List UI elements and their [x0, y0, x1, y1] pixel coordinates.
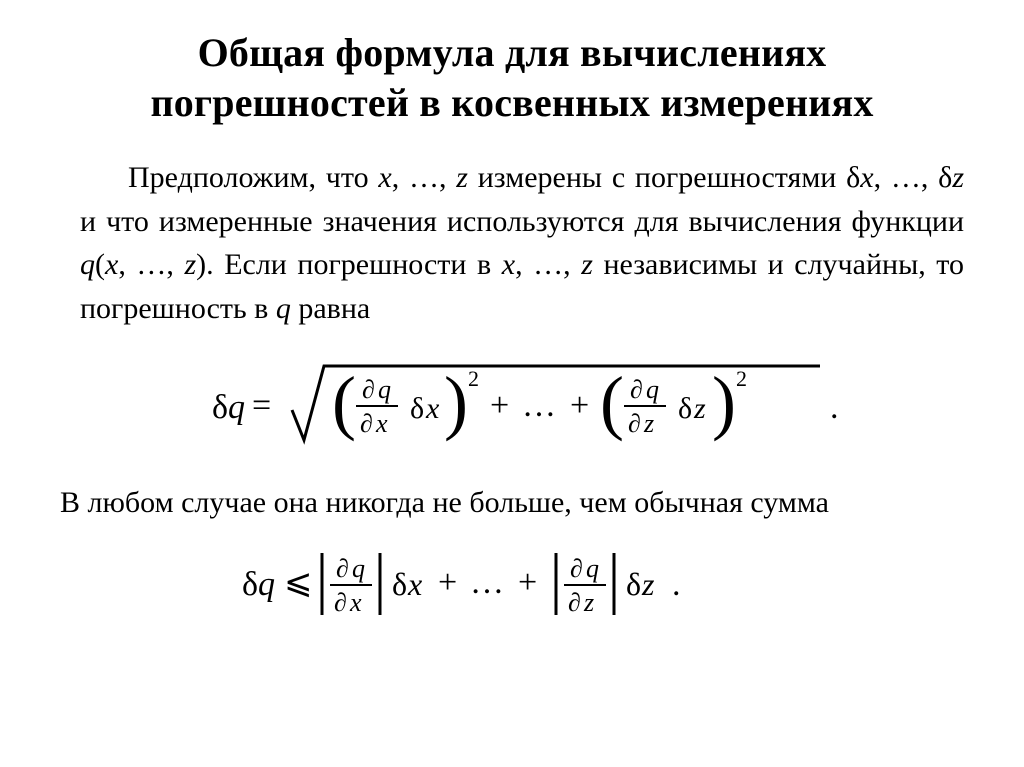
svg-text:x: x	[375, 409, 388, 438]
svg-text:∂: ∂	[568, 588, 581, 617]
title-line-2: погрешностей в косвенных измерениях	[150, 80, 873, 125]
svg-text:z: z	[693, 392, 706, 425]
svg-text:z: z	[641, 566, 655, 602]
page-title: Общая формула для вычислениях погрешност…	[40, 28, 984, 128]
svg-text:+: +	[518, 564, 537, 601]
svg-text:.: .	[830, 389, 839, 426]
title-line-1: Общая формула для вычислениях	[198, 30, 827, 75]
svg-text:q: q	[378, 375, 391, 404]
svg-text:): )	[712, 362, 736, 442]
svg-text:δ: δ	[410, 392, 424, 425]
svg-text:q: q	[586, 554, 599, 583]
svg-text:q: q	[646, 375, 659, 404]
svg-text:∂: ∂	[360, 409, 373, 438]
formula-2-svg: δ q ⩽ ∂ q ∂ x δ x + … + ∂	[172, 539, 852, 629]
svg-text:∂: ∂	[570, 554, 583, 583]
paragraph-1: Предположим, что x, …, z измерены с по­г…	[80, 156, 964, 330]
svg-text:q: q	[228, 389, 245, 426]
svg-text:2: 2	[736, 366, 747, 391]
svg-text:): )	[444, 362, 468, 442]
svg-text:x: x	[349, 588, 362, 617]
formula-1-svg: δ q = ( ∂ q ∂ x δ x ) 2	[152, 348, 872, 458]
svg-text:δ: δ	[242, 566, 258, 603]
paragraph-2: В любом случае она никогда не больше, че…	[60, 481, 964, 525]
svg-text:z: z	[643, 409, 654, 438]
svg-text:…: …	[522, 387, 556, 424]
svg-text:q: q	[258, 566, 275, 603]
svg-text:z: z	[583, 588, 594, 617]
svg-text:⩽: ⩽	[284, 564, 313, 601]
svg-text:=: =	[252, 387, 271, 424]
svg-text:δ: δ	[392, 566, 407, 602]
formula-1: δ q = ( ∂ q ∂ x δ x ) 2	[40, 348, 984, 463]
svg-text:∂: ∂	[334, 588, 347, 617]
svg-text:x: x	[407, 566, 422, 602]
svg-text:.: .	[672, 566, 681, 603]
svg-text:∂: ∂	[362, 375, 375, 404]
svg-text:δ: δ	[626, 566, 641, 602]
svg-text:q: q	[352, 554, 365, 583]
svg-text:+: +	[490, 387, 509, 424]
svg-text:(: (	[332, 362, 356, 442]
svg-text:∂: ∂	[630, 375, 643, 404]
formula-2: δ q ⩽ ∂ q ∂ x δ x + … + ∂	[40, 539, 984, 634]
svg-text:∂: ∂	[628, 409, 641, 438]
svg-text:…: …	[470, 564, 504, 601]
svg-text:∂: ∂	[336, 554, 349, 583]
svg-text:2: 2	[468, 366, 479, 391]
page-root: Общая формула для вычислениях погрешност…	[0, 0, 1024, 664]
svg-text:+: +	[438, 564, 457, 601]
svg-text:δ: δ	[212, 389, 228, 426]
svg-text:x: x	[425, 392, 440, 425]
svg-text:+: +	[570, 387, 589, 424]
svg-text:(: (	[600, 362, 624, 442]
svg-text:δ: δ	[678, 392, 692, 425]
